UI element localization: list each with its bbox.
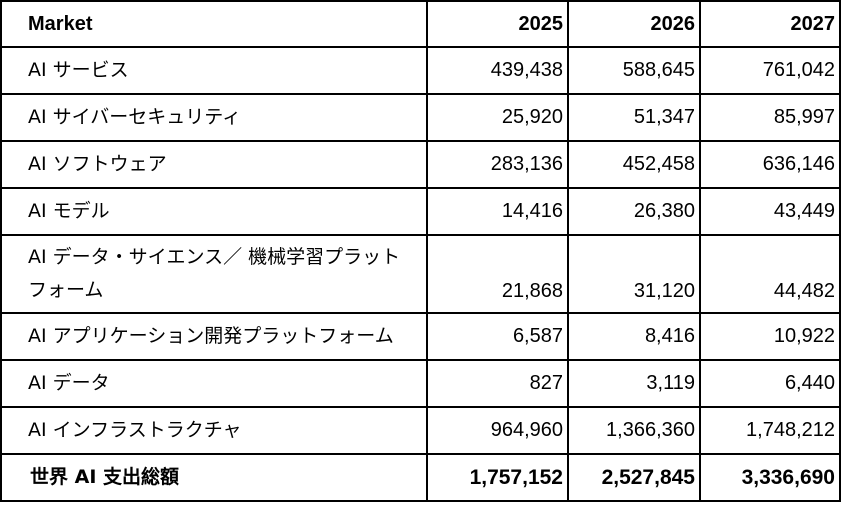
value-cell: 44,482 [699, 234, 841, 314]
value-cell: 3,119 [567, 359, 701, 408]
header-2025: 2025 [426, 0, 569, 48]
header-2027: 2027 [699, 0, 841, 48]
table-row: AI モデル 14,416 26,380 43,449 [0, 187, 841, 236]
market-cell: AI データ・サイエンス／ 機械学習プラットフォーム [0, 234, 428, 314]
table-row: AI インフラストラクチャ 964,960 1,366,360 1,748,21… [0, 406, 841, 455]
value-cell: 43,449 [699, 187, 841, 236]
value-cell: 51,347 [567, 93, 701, 142]
value-cell: 283,136 [426, 140, 569, 189]
value-cell: 761,042 [699, 46, 841, 95]
total-value-cell: 1,757,152 [426, 453, 569, 502]
total-row: 世界 AI 支出総額 1,757,152 2,527,845 3,336,690 [0, 453, 841, 502]
table-row: AI サイバーセキュリティ 25,920 51,347 85,997 [0, 93, 841, 142]
table-row: AI データ・サイエンス／ 機械学習プラットフォーム 21,868 31,120… [0, 234, 841, 314]
value-cell: 14,416 [426, 187, 569, 236]
value-cell: 636,146 [699, 140, 841, 189]
value-cell: 25,920 [426, 93, 569, 142]
market-cell: AI サービス [0, 46, 428, 95]
total-label-cell: 世界 AI 支出総額 [0, 453, 428, 502]
value-cell: 21,868 [426, 234, 569, 314]
header-2026: 2026 [567, 0, 701, 48]
value-cell: 452,458 [567, 140, 701, 189]
market-cell: AI アプリケーション開発プラットフォーム [0, 312, 428, 361]
header-row: Market 2025 2026 2027 [0, 0, 841, 48]
table-row: AI ソフトウェア 283,136 452,458 636,146 [0, 140, 841, 189]
value-cell: 964,960 [426, 406, 569, 455]
table-row: AI サービス 439,438 588,645 761,042 [0, 46, 841, 95]
total-value-cell: 3,336,690 [699, 453, 841, 502]
value-cell: 31,120 [567, 234, 701, 314]
table-row: AI データ 827 3,119 6,440 [0, 359, 841, 408]
table-row: AI アプリケーション開発プラットフォーム 6,587 8,416 10,922 [0, 312, 841, 361]
value-cell: 8,416 [567, 312, 701, 361]
market-cell: AI モデル [0, 187, 428, 236]
value-cell: 6,587 [426, 312, 569, 361]
total-value-cell: 2,527,845 [567, 453, 701, 502]
market-cell: AI ソフトウェア [0, 140, 428, 189]
market-cell: AI サイバーセキュリティ [0, 93, 428, 142]
header-market: Market [0, 0, 428, 48]
value-cell: 85,997 [699, 93, 841, 142]
market-cell: AI データ [0, 359, 428, 408]
value-cell: 1,748,212 [699, 406, 841, 455]
market-cell: AI インフラストラクチャ [0, 406, 428, 455]
value-cell: 439,438 [426, 46, 569, 95]
value-cell: 26,380 [567, 187, 701, 236]
value-cell: 827 [426, 359, 569, 408]
value-cell: 6,440 [699, 359, 841, 408]
value-cell: 10,922 [699, 312, 841, 361]
value-cell: 1,366,360 [567, 406, 701, 455]
value-cell: 588,645 [567, 46, 701, 95]
